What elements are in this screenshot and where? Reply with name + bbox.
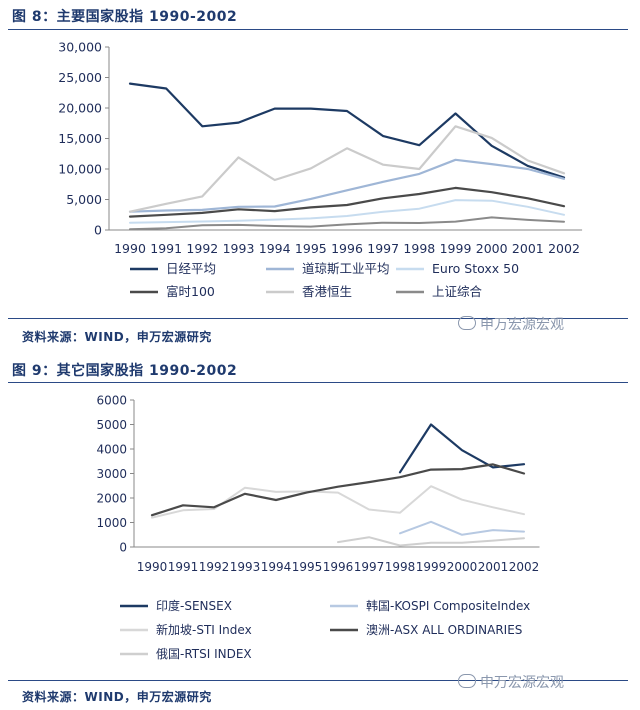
figure-1-top-rule xyxy=(8,29,628,30)
x-tick-label: 1994 xyxy=(261,560,292,574)
y-tick-label: 25,000 xyxy=(58,70,102,85)
figure-2-title: 图 9：其它国家股指 1990-2002 xyxy=(12,363,238,379)
figure-2-bottom-rule xyxy=(8,680,628,681)
y-tick-label: 5000 xyxy=(96,418,127,432)
watermark-text: 申万宏源宏观 xyxy=(480,675,564,691)
y-tick-label: 6000 xyxy=(96,394,127,408)
figure-1-watermark: 申万宏源宏观 xyxy=(458,314,564,334)
figure-2-source: 资料来源：WIND，申万宏源研究 xyxy=(22,690,212,704)
y-tick-label: 15,000 xyxy=(58,131,102,146)
y-tick-label: 1000 xyxy=(96,516,127,530)
watermark-text: 申万宏源宏观 xyxy=(480,317,564,333)
x-tick-label: 1999 xyxy=(416,560,447,574)
series-line-4 xyxy=(128,186,566,218)
x-tick-label: 1990 xyxy=(114,241,146,256)
x-tick-label: 1996 xyxy=(323,560,354,574)
y-tick-label: 20,000 xyxy=(58,101,102,116)
legend-label: 道琼斯工业平均 xyxy=(302,261,390,276)
y-tick-label: 0 xyxy=(119,541,127,555)
y-tick-label: 10,000 xyxy=(58,162,102,177)
figure-1-source: 资料来源：WIND，申万宏源研究 xyxy=(22,330,212,344)
series-line-4 xyxy=(150,463,526,517)
x-tick-label: 1997 xyxy=(367,241,399,256)
legend-label: 香港恒生 xyxy=(302,284,352,299)
x-tick-label: 1991 xyxy=(168,560,199,574)
figure-2-top-rule xyxy=(8,382,628,383)
x-tick-label: 1993 xyxy=(223,241,255,256)
x-tick-label: 1991 xyxy=(150,241,182,256)
y-tick-label: 5,000 xyxy=(66,192,102,207)
legend-label: Euro Stoxx 50 xyxy=(432,261,519,276)
figure-2-watermark: 申万宏源宏观 xyxy=(458,672,564,692)
x-tick-label: 1990 xyxy=(137,560,168,574)
series-line-1 xyxy=(398,423,526,474)
legend-label: 澳洲-ASX ALL ORDINARIES xyxy=(366,623,522,637)
x-tick-label: 2002 xyxy=(509,560,540,574)
x-tick-label: 1999 xyxy=(440,241,472,256)
y-tick-label: 2000 xyxy=(96,492,127,506)
x-tick-label: 2000 xyxy=(447,560,478,574)
chart-1-major-indices: 0 5,000 10,000 15,000 20,000 25,000 30,000 1990… xyxy=(58,40,583,299)
series-line-5 xyxy=(128,125,566,213)
x-tick-label: 1995 xyxy=(292,560,323,574)
y-tick-label: 4000 xyxy=(96,443,127,457)
series-line-1 xyxy=(128,82,566,179)
x-tick-label: 2002 xyxy=(548,241,580,256)
legend-label: 新加坡-STI Index xyxy=(156,622,252,637)
x-tick-label: 1998 xyxy=(385,560,416,574)
series-line-2 xyxy=(128,158,566,213)
x-tick-label: 1995 xyxy=(295,241,327,256)
figure-1-bottom-rule xyxy=(8,318,628,319)
x-tick-label: 1996 xyxy=(331,241,363,256)
legend-label: 印度-SENSEX xyxy=(156,598,232,613)
x-tick-label: 2000 xyxy=(476,241,508,256)
series-line-6 xyxy=(129,216,565,231)
x-tick-label: 1993 xyxy=(230,560,261,574)
legend-label: 俄国-RTSI INDEX xyxy=(156,647,252,661)
x-tick-label: 2001 xyxy=(512,241,544,256)
y-tick-label: 3000 xyxy=(96,467,127,481)
wechat-icon xyxy=(458,674,476,688)
legend-label: 上证综合 xyxy=(432,284,483,299)
x-tick-label: 1992 xyxy=(199,560,230,574)
x-tick-label: 1998 xyxy=(403,241,435,256)
legend-label: 富时100 xyxy=(166,284,215,299)
legend-label: 韩国-KOSPI CompositeIndex xyxy=(366,598,530,613)
series-line-3 xyxy=(129,199,565,224)
y-tick-label: 30,000 xyxy=(58,40,102,55)
x-tick-label: 1997 xyxy=(354,560,385,574)
series-line-3 xyxy=(151,485,525,519)
x-tick-label: 2001 xyxy=(478,560,509,574)
figure-1-title: 图 8：主要国家股指 1990-2002 xyxy=(12,9,238,25)
y-tick-label: 0 xyxy=(94,223,102,238)
x-tick-label: 1994 xyxy=(259,241,291,256)
x-tick-label: 1992 xyxy=(186,241,218,256)
legend-label: 日经平均 xyxy=(166,261,216,276)
series-line-5 xyxy=(337,536,525,547)
series-line-2 xyxy=(399,520,525,536)
wechat-icon xyxy=(458,316,476,330)
